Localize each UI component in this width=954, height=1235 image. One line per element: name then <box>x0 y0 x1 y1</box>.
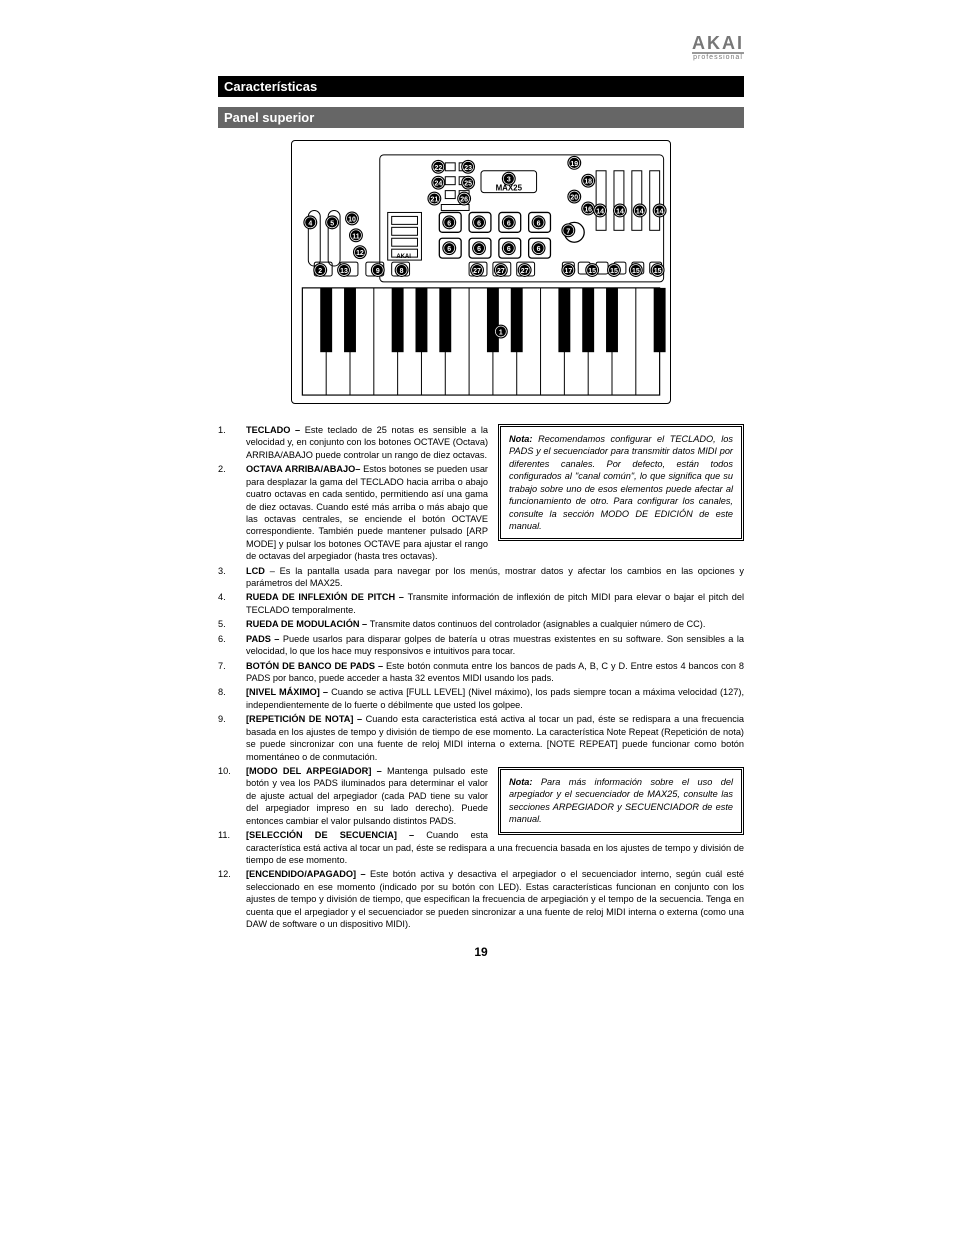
item-6: 6.PADS – Puede usarlos para disparar gol… <box>246 633 744 658</box>
svg-text:6: 6 <box>477 220 481 227</box>
svg-text:2: 2 <box>318 268 322 275</box>
item-1: 1.TECLADO – Este teclado de 25 notas es … <box>246 424 744 461</box>
svg-text:6: 6 <box>507 246 511 253</box>
item-4: 4.RUEDA DE INFLEXIÓN DE PITCH – Transmit… <box>246 591 744 616</box>
svg-text:9: 9 <box>376 268 380 275</box>
svg-text:14: 14 <box>596 208 604 215</box>
svg-text:27: 27 <box>473 268 481 275</box>
brand-logo: AKAI professional <box>692 34 744 61</box>
svg-text:15: 15 <box>632 268 640 275</box>
svg-text:23: 23 <box>464 165 472 172</box>
svg-text:19: 19 <box>570 161 578 168</box>
svg-text:6: 6 <box>447 220 451 227</box>
svg-text:25: 25 <box>464 181 472 188</box>
svg-text:3: 3 <box>507 177 511 184</box>
item-5: 5.RUEDA DE MODULACIÓN – Transmite datos … <box>246 618 744 630</box>
svg-text:6: 6 <box>477 246 481 253</box>
svg-text:14: 14 <box>636 208 644 215</box>
svg-text:6: 6 <box>507 220 511 227</box>
svg-text:16: 16 <box>584 206 592 213</box>
item-12: 12.[ENCENDIDO/APAGADO] – Este botón acti… <box>246 868 744 930</box>
svg-text:8: 8 <box>400 268 404 275</box>
top-panel-diagram: MAX25AKAI2223242521263191820164510111266… <box>291 140 671 404</box>
svg-text:5: 5 <box>330 220 334 227</box>
svg-text:22: 22 <box>434 165 442 172</box>
svg-text:4: 4 <box>308 220 312 227</box>
item-9: 9.[REPETICIÓN DE NOTA] – Cuando esta car… <box>246 713 744 763</box>
svg-text:27: 27 <box>521 268 529 275</box>
note-box-2: Nota: Para más información sobre el uso … <box>498 767 744 835</box>
svg-text:AKAI: AKAI <box>396 254 411 260</box>
svg-text:6: 6 <box>537 220 541 227</box>
svg-text:27: 27 <box>497 268 505 275</box>
svg-text:15: 15 <box>610 268 618 275</box>
note-text: Para más información sobre el uso del ar… <box>509 777 733 824</box>
svg-text:20: 20 <box>570 195 578 202</box>
item-8: 8.[NIVEL MÁXIMO] – Cuando se activa [FUL… <box>246 686 744 711</box>
svg-text:24: 24 <box>434 181 442 188</box>
svg-text:15: 15 <box>654 268 662 275</box>
item-10: Nota: Para más información sobre el uso … <box>246 765 744 827</box>
heading-panel-superior: Panel superior <box>218 107 744 128</box>
svg-text:21: 21 <box>430 197 438 204</box>
svg-text:10: 10 <box>348 216 356 223</box>
svg-text:15: 15 <box>588 268 596 275</box>
svg-text:17: 17 <box>564 268 572 275</box>
svg-text:1: 1 <box>499 330 503 337</box>
item-3: 3.LCD – Es la pantalla usada para navega… <box>246 565 744 590</box>
item-7: 7.BOTÓN DE BANCO DE PADS – Este botón co… <box>246 660 744 685</box>
svg-text:14: 14 <box>656 208 664 215</box>
svg-text:18: 18 <box>584 179 592 186</box>
svg-text:26: 26 <box>460 197 468 204</box>
svg-text:12: 12 <box>356 250 364 257</box>
heading-caracteristicas: Características <box>218 76 744 97</box>
brand-logo-top: AKAI <box>692 34 744 54</box>
svg-text:6: 6 <box>537 246 541 253</box>
page-number: 19 <box>218 944 744 960</box>
svg-text:11: 11 <box>352 233 359 240</box>
svg-text:13: 13 <box>340 268 348 275</box>
feature-list: 1.TECLADO – Este teclado de 25 notas es … <box>218 424 744 930</box>
item-2: 2.OCTAVA ARRIBA/ABAJO– Estos botones se … <box>246 463 744 562</box>
svg-text:7: 7 <box>566 228 570 235</box>
note-label: Nota: <box>509 777 532 787</box>
item-11: 11.[SELECCIÓN DE SECUENCIA] – Cuando est… <box>246 829 744 866</box>
brand-logo-bottom: professional <box>692 54 744 61</box>
svg-text:14: 14 <box>616 208 624 215</box>
svg-text:6: 6 <box>447 246 451 253</box>
